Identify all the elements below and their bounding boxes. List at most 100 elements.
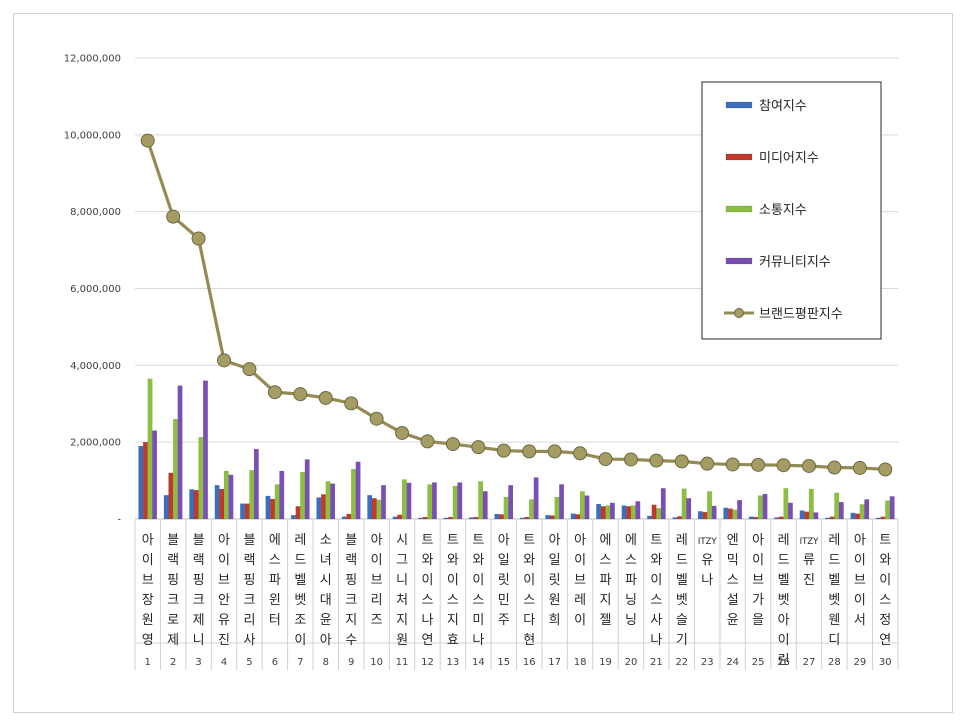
line-point <box>344 396 359 411</box>
bar <box>443 517 449 520</box>
bar <box>850 512 856 520</box>
bar <box>381 485 386 520</box>
line-point <box>420 434 435 449</box>
x-rank-label: 16 <box>523 657 536 668</box>
bar <box>494 513 500 520</box>
bar <box>397 514 403 520</box>
bar <box>727 508 733 520</box>
line-point <box>573 446 588 461</box>
bar <box>686 498 692 520</box>
x-rank-label: 21 <box>650 657 663 668</box>
bar <box>325 481 331 520</box>
bar <box>829 516 835 520</box>
x-rank-label: 18 <box>574 657 587 668</box>
bar <box>630 505 636 520</box>
bar <box>626 506 632 520</box>
bar <box>808 488 814 520</box>
x-category-label: ITZY 류 진 <box>800 537 820 588</box>
x-rank-label: 23 <box>701 657 714 668</box>
bar <box>596 503 602 520</box>
bar <box>351 468 356 520</box>
line-point <box>318 390 333 405</box>
gridlines <box>135 57 898 520</box>
line-point <box>700 456 715 471</box>
line-point <box>801 458 816 473</box>
bar <box>732 509 738 520</box>
legend-label: 커뮤니티지수 <box>759 255 831 270</box>
x-rank-label: 24 <box>726 657 739 668</box>
bar <box>762 493 768 520</box>
y-tick-label: - <box>117 515 121 526</box>
y-tick-label: 6,000,000 <box>70 284 121 295</box>
bar <box>249 470 255 520</box>
bar <box>757 495 763 520</box>
bar <box>702 511 708 520</box>
bar <box>707 491 712 520</box>
x-rank-label: 22 <box>675 657 688 668</box>
bar <box>376 499 382 520</box>
bar <box>499 514 504 520</box>
bar <box>880 516 886 520</box>
line-point <box>852 460 867 475</box>
line-point <box>623 452 638 467</box>
bar <box>219 488 225 520</box>
legend-swatch <box>725 205 753 213</box>
line-point <box>267 385 282 400</box>
bar <box>270 498 276 520</box>
x-rank-label: 19 <box>599 657 612 668</box>
bar <box>788 502 793 520</box>
bar <box>177 385 183 520</box>
bar <box>371 498 377 520</box>
x-rank-label: 4 <box>221 657 227 668</box>
bar <box>549 515 555 520</box>
bar <box>723 507 729 520</box>
bar <box>774 517 780 520</box>
bar <box>575 514 581 520</box>
bar <box>672 517 678 520</box>
x-rank-label: 29 <box>853 657 866 668</box>
bar <box>677 516 682 520</box>
legend-marker <box>734 308 744 318</box>
bar <box>274 484 280 520</box>
legend-label: 참여지수 <box>759 99 807 114</box>
line-point <box>445 437 460 452</box>
bar <box>279 470 285 520</box>
bar <box>579 491 585 520</box>
x-rank-label: 13 <box>447 657 460 668</box>
line-point <box>395 425 410 440</box>
y-axis-ticks: - 2,000,000 4,000,000 6,000,000 8,000,000 10,… <box>64 54 122 526</box>
bar <box>142 442 148 520</box>
bar <box>711 505 717 520</box>
bar <box>355 461 361 520</box>
line-point <box>191 231 206 246</box>
bar <box>651 504 657 520</box>
bar <box>172 418 178 520</box>
bar <box>265 495 271 520</box>
x-rank-label: 9 <box>348 657 354 668</box>
bar <box>295 506 301 520</box>
bar <box>138 445 144 520</box>
bar <box>875 517 881 520</box>
x-rank-label: 27 <box>803 657 816 668</box>
bar <box>422 516 428 520</box>
bar <box>163 495 169 520</box>
bar <box>529 499 534 520</box>
bar <box>168 472 174 520</box>
bar <box>621 505 627 520</box>
bar <box>228 474 234 520</box>
y-tick-label: 12,000,000 <box>64 54 121 65</box>
bar <box>799 510 805 520</box>
bar <box>855 513 860 520</box>
x-category-label: ITZY 유 나 <box>698 537 718 588</box>
